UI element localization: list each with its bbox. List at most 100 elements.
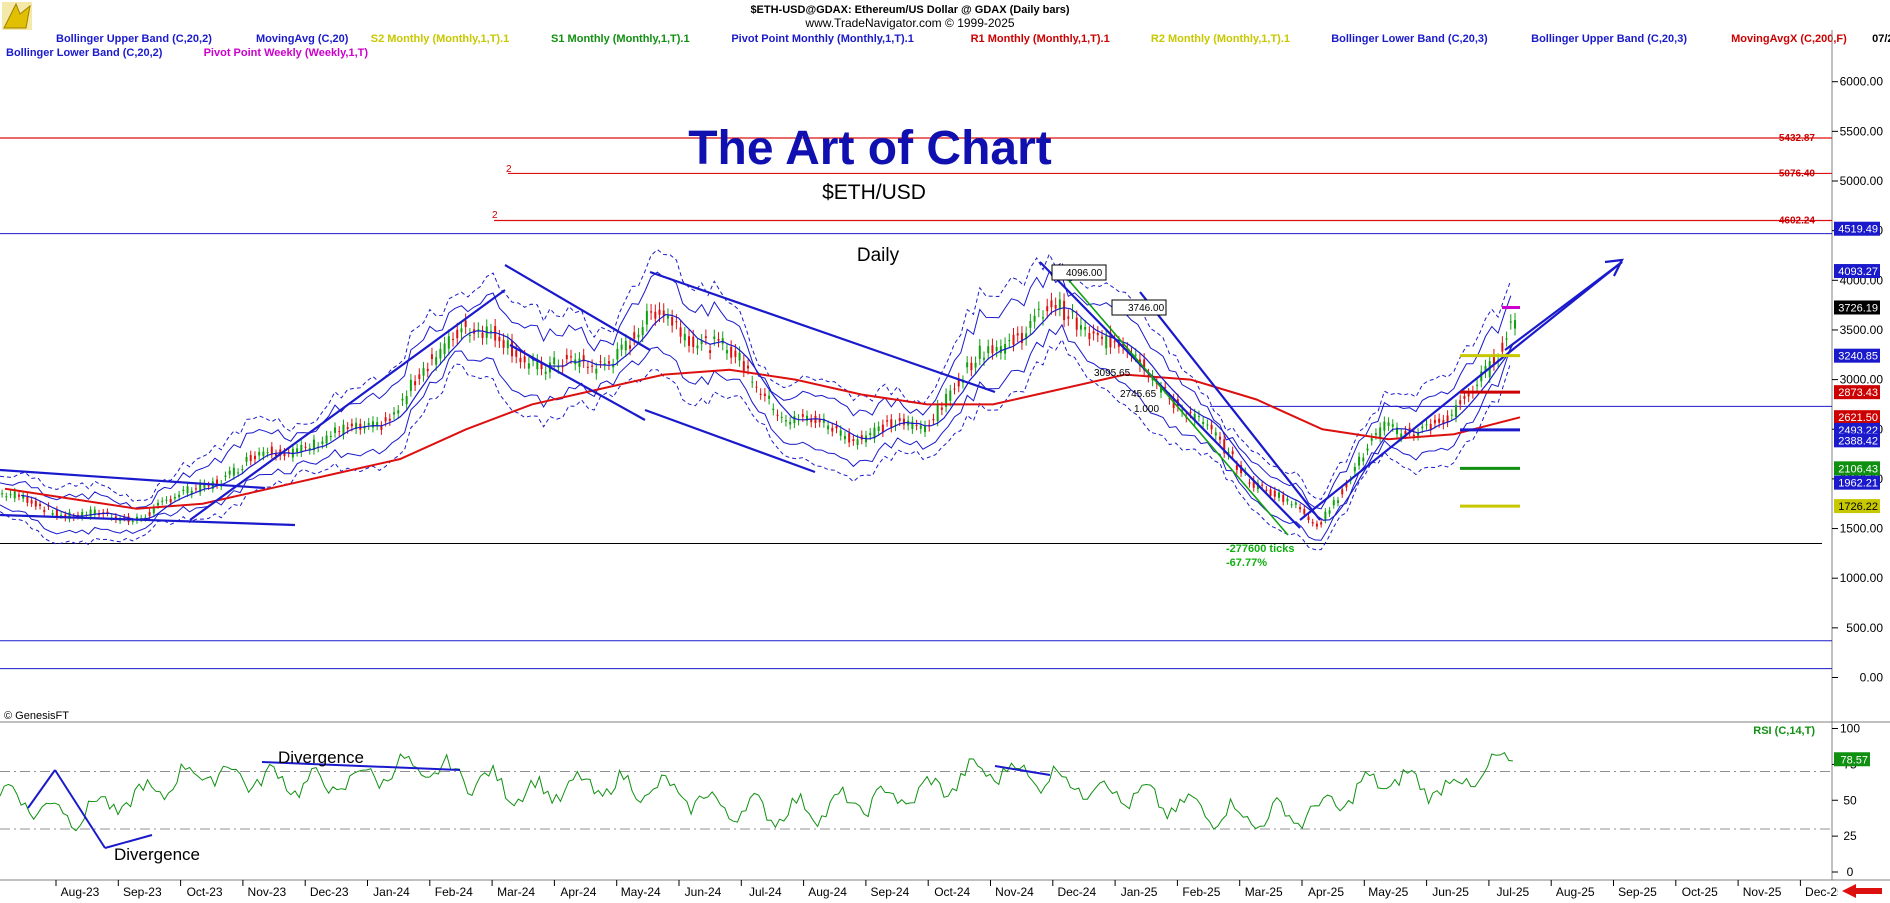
candle-body xyxy=(1265,489,1268,491)
fib-level-2745: 2745.65 xyxy=(1120,389,1157,400)
time-tick-label: Jan-24 xyxy=(373,885,410,899)
candle-body xyxy=(1096,332,1099,336)
candle-body xyxy=(675,321,678,323)
candle-body xyxy=(1269,489,1272,496)
rsi-tick-label: 25 xyxy=(1843,829,1857,843)
candle-body xyxy=(414,381,417,386)
candle-body xyxy=(430,354,433,360)
candle-body xyxy=(1417,433,1420,436)
rsi-current-badge xyxy=(1834,752,1870,767)
candle-body xyxy=(544,371,547,375)
candle-body xyxy=(384,417,387,422)
candle-body xyxy=(1197,415,1200,417)
copyright-label: © GenesisFT xyxy=(4,710,69,722)
fib-level-3095: 3095.65 xyxy=(1094,368,1131,379)
candle-body xyxy=(426,368,429,372)
candle-body xyxy=(194,488,197,490)
candle-body xyxy=(1455,405,1458,418)
candle-body xyxy=(1370,438,1373,441)
candle-body xyxy=(873,427,876,439)
candle-body xyxy=(1164,386,1167,388)
candle-body xyxy=(755,386,758,388)
candle-body xyxy=(629,345,632,349)
candle-body xyxy=(93,509,96,515)
scroll-left-arrow-icon[interactable] xyxy=(1838,882,1884,900)
candle-body xyxy=(342,424,345,435)
candle-body xyxy=(1290,504,1293,506)
candle-body xyxy=(1278,492,1281,498)
candle-body xyxy=(641,327,644,336)
candle-body xyxy=(1480,371,1483,382)
candle-body xyxy=(1459,400,1462,405)
peak-label-4096: 4096.00 xyxy=(1051,264,1107,281)
moving-average-20 xyxy=(21,307,1514,521)
candle-body xyxy=(371,421,374,428)
candle-body xyxy=(1484,365,1487,372)
time-tick-label: Oct-24 xyxy=(934,885,970,899)
candle-body xyxy=(51,513,54,515)
candle-body xyxy=(312,439,315,451)
time-axis: Aug-23 Sep-23 Oct-23 Nov-23 Dec-23 Jan-24 Feb-… xyxy=(55,880,1844,899)
candle-body xyxy=(26,496,29,503)
candle-body xyxy=(1438,418,1441,423)
candle-body xyxy=(1404,431,1407,435)
candle-body xyxy=(1016,333,1019,336)
candle-body xyxy=(898,418,901,421)
moving-averages xyxy=(4,307,1521,521)
candle-body xyxy=(207,485,210,487)
candle-body xyxy=(502,340,505,348)
time-tick-label: Dec-24 xyxy=(1057,885,1096,899)
candle-body xyxy=(789,421,792,425)
candle-body xyxy=(498,336,501,342)
candle-body xyxy=(17,494,20,497)
rsi-divergence-line xyxy=(994,765,1051,776)
candle-body xyxy=(1261,484,1264,486)
candle-body xyxy=(1012,334,1015,345)
candle-body xyxy=(1210,424,1213,430)
candle-body xyxy=(1113,341,1116,343)
price-badge-label: 2106.43 xyxy=(1838,463,1878,475)
candle-body xyxy=(489,330,492,332)
candle-body xyxy=(1075,317,1078,330)
fib-marker-2a: 2 xyxy=(506,164,512,175)
candle-body xyxy=(9,494,12,496)
candle-body xyxy=(1029,320,1032,328)
candle-body xyxy=(216,479,219,485)
candle-body xyxy=(1501,342,1504,352)
candle-body xyxy=(932,418,935,421)
candle-body xyxy=(359,423,362,430)
price-badge xyxy=(1834,499,1880,514)
candle-body xyxy=(1421,426,1424,429)
time-tick-label: Apr-24 xyxy=(560,885,596,899)
indicator-legend-row1: Bollinger Upper Band (C,20,2) MovingAvg (… xyxy=(56,33,1890,45)
trendline xyxy=(0,468,266,490)
candle-body xyxy=(936,405,939,422)
candle-body xyxy=(123,517,126,519)
candle-body xyxy=(5,496,8,498)
candle-body xyxy=(586,366,589,368)
candle-body xyxy=(1134,354,1137,356)
candle-body xyxy=(696,345,699,349)
candle-body xyxy=(173,496,176,499)
candle-body xyxy=(523,356,526,363)
candle-body xyxy=(165,499,168,501)
candle-body xyxy=(228,470,231,475)
candle-body xyxy=(131,521,134,523)
rsi-divergence-line xyxy=(261,761,461,771)
candle-body xyxy=(856,439,859,445)
candle-body xyxy=(350,423,353,427)
candle-body xyxy=(671,316,674,326)
candle-body xyxy=(532,359,535,361)
candle-body xyxy=(161,500,164,502)
rsi-label: RSI (C,14,T) xyxy=(1753,725,1815,737)
candle-body xyxy=(1223,439,1226,454)
candle-body xyxy=(1433,419,1436,424)
candle-body xyxy=(380,426,383,430)
candle-body xyxy=(178,494,181,498)
candle-body xyxy=(987,346,990,354)
candle-body xyxy=(253,455,256,460)
candle-body xyxy=(224,475,227,477)
price-badge xyxy=(1834,461,1880,476)
candle-body xyxy=(34,500,37,507)
candle-body xyxy=(945,393,948,407)
